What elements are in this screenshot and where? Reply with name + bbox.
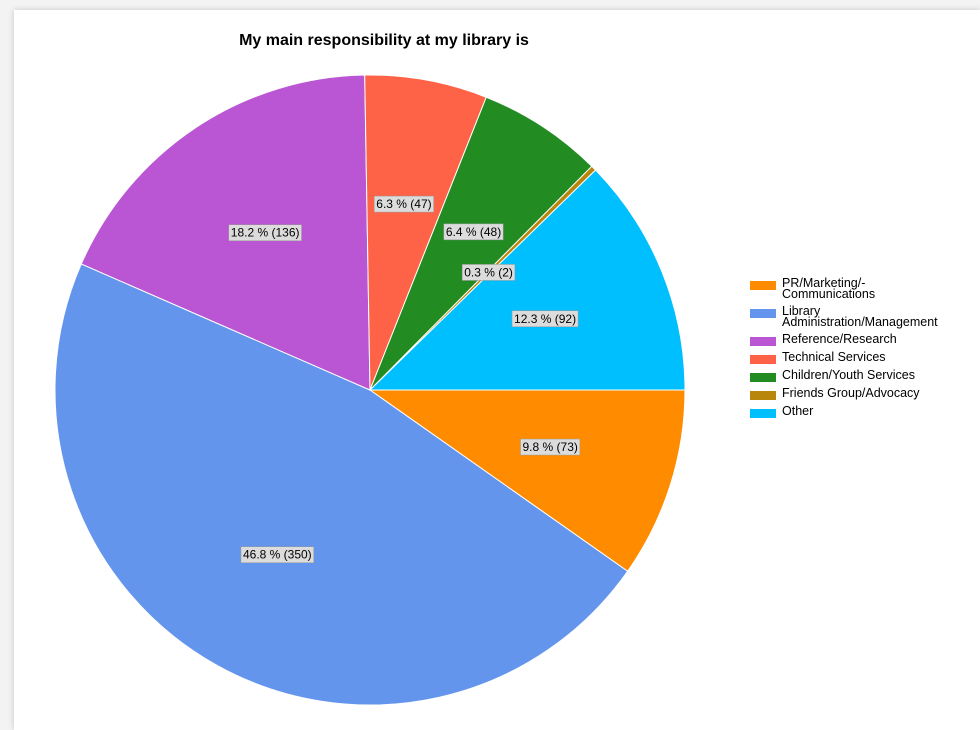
legend-label: Friends Group/Advocacy bbox=[782, 386, 920, 400]
pie-chart: 9.8 % (73) 46.8 % (350) 18.2 % (136) 6.3 % … bbox=[54, 74, 686, 706]
legend-label: Library Administration/Management bbox=[782, 304, 938, 329]
legend-swatch bbox=[750, 409, 776, 418]
legend-item: Other bbox=[750, 404, 980, 418]
slice-label-1: 46.8 % (350) bbox=[240, 546, 314, 563]
legend-label: Reference/Research bbox=[782, 332, 897, 346]
legend-swatch bbox=[750, 373, 776, 382]
slice-label-3: 6.3 % (47) bbox=[374, 195, 434, 213]
slice-label-0: 9.8 % (73) bbox=[520, 438, 581, 456]
legend-label: Other bbox=[782, 404, 814, 418]
legend-swatch bbox=[750, 355, 776, 364]
pie-slice-1 bbox=[54, 263, 629, 706]
svg-text:0.3 % (2): 0.3 % (2) bbox=[464, 265, 513, 279]
pie-slice-4 bbox=[369, 96, 593, 391]
legend-label: Children/Youth Services bbox=[782, 368, 915, 382]
pie-slice-3 bbox=[364, 74, 487, 391]
pie-slice-6 bbox=[368, 169, 686, 391]
legend-swatch bbox=[750, 281, 776, 290]
legend-label: PR/Marketing/- Communications bbox=[782, 276, 876, 301]
legend-label: Technical Services bbox=[782, 350, 886, 364]
svg-text:9.8 % (73): 9.8 % (73) bbox=[523, 440, 578, 454]
legend-swatch bbox=[750, 309, 776, 318]
chart-panel: My main responsibility at my library is … bbox=[14, 10, 980, 730]
slice-label-4: 6.4 % (48) bbox=[443, 223, 504, 241]
svg-text:6.3 % (47): 6.3 % (47) bbox=[376, 197, 431, 211]
svg-text:12.3 % (92): 12.3 % (92) bbox=[514, 312, 576, 326]
legend-item: Technical Services bbox=[750, 350, 980, 364]
legend-swatch bbox=[750, 391, 776, 400]
pie-slice-2 bbox=[80, 74, 371, 391]
chart-title: My main responsibility at my library is bbox=[239, 32, 529, 49]
legend-swatch bbox=[750, 337, 776, 346]
legend-item: Children/Youth Services bbox=[750, 368, 980, 382]
slice-label-5: 0.3 % (2) bbox=[461, 264, 516, 281]
legend-item: Friends Group/Advocacy bbox=[750, 386, 980, 400]
pie-slice-0 bbox=[368, 389, 686, 572]
legend-item: Library Administration/Management bbox=[750, 304, 980, 329]
svg-text:46.8 % (350): 46.8 % (350) bbox=[243, 548, 312, 562]
svg-text:18.2 % (136): 18.2 % (136) bbox=[231, 226, 300, 240]
chart-legend: PR/Marketing/- Communications Library Adm… bbox=[750, 276, 980, 424]
svg-text:6.4 % (48): 6.4 % (48) bbox=[446, 225, 501, 239]
legend-item: Reference/Research bbox=[750, 332, 980, 346]
legend-item: PR/Marketing/- Communications bbox=[750, 276, 980, 301]
slice-label-2: 18.2 % (136) bbox=[228, 224, 302, 241]
slice-label-6: 12.3 % (92) bbox=[511, 310, 579, 328]
